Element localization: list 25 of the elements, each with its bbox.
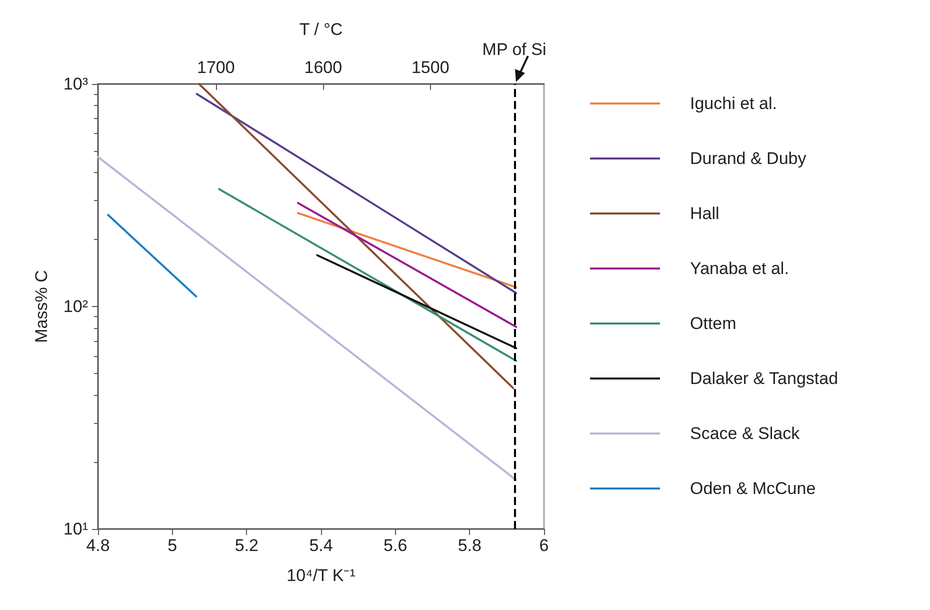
legend-label: Iguchi et al. xyxy=(690,94,777,113)
x-tick-label: 5.6 xyxy=(384,536,408,555)
legend-label: Hall xyxy=(690,204,720,223)
x2-axis-title: T / °C xyxy=(299,20,343,39)
x-tick-label: 5.4 xyxy=(309,536,333,555)
x2-tick-label: 1700 xyxy=(197,58,235,77)
x-tick-label: 5.8 xyxy=(458,536,482,555)
legend-label: Scace & Slack xyxy=(690,424,800,443)
legend-label: Ottem xyxy=(690,314,736,333)
x2-tick-label: 1500 xyxy=(411,58,450,77)
x2-tick-label: 1600 xyxy=(304,58,342,77)
x-tick-label: 5 xyxy=(168,536,178,555)
x-axis-title: 10⁴/T K⁻¹ xyxy=(286,566,356,585)
y-tick-label: 10³ xyxy=(63,74,88,94)
legend-label: Dalaker & Tangstad xyxy=(690,369,838,388)
y-axis-title: Mass% C xyxy=(32,270,51,343)
legend-label: Oden & McCune xyxy=(690,479,816,498)
y-tick-label: 10² xyxy=(63,297,88,316)
y-tick-label: 10¹ xyxy=(63,520,88,538)
x-tick-label: 6 xyxy=(539,536,549,555)
x-tick-label: 5.2 xyxy=(234,536,258,555)
legend-label: Durand & Duby xyxy=(690,149,807,168)
ref-line-label: MP of Si xyxy=(482,40,546,59)
x-tick-label: 4.8 xyxy=(86,536,110,555)
legend-label: Yanaba et al. xyxy=(690,259,789,278)
